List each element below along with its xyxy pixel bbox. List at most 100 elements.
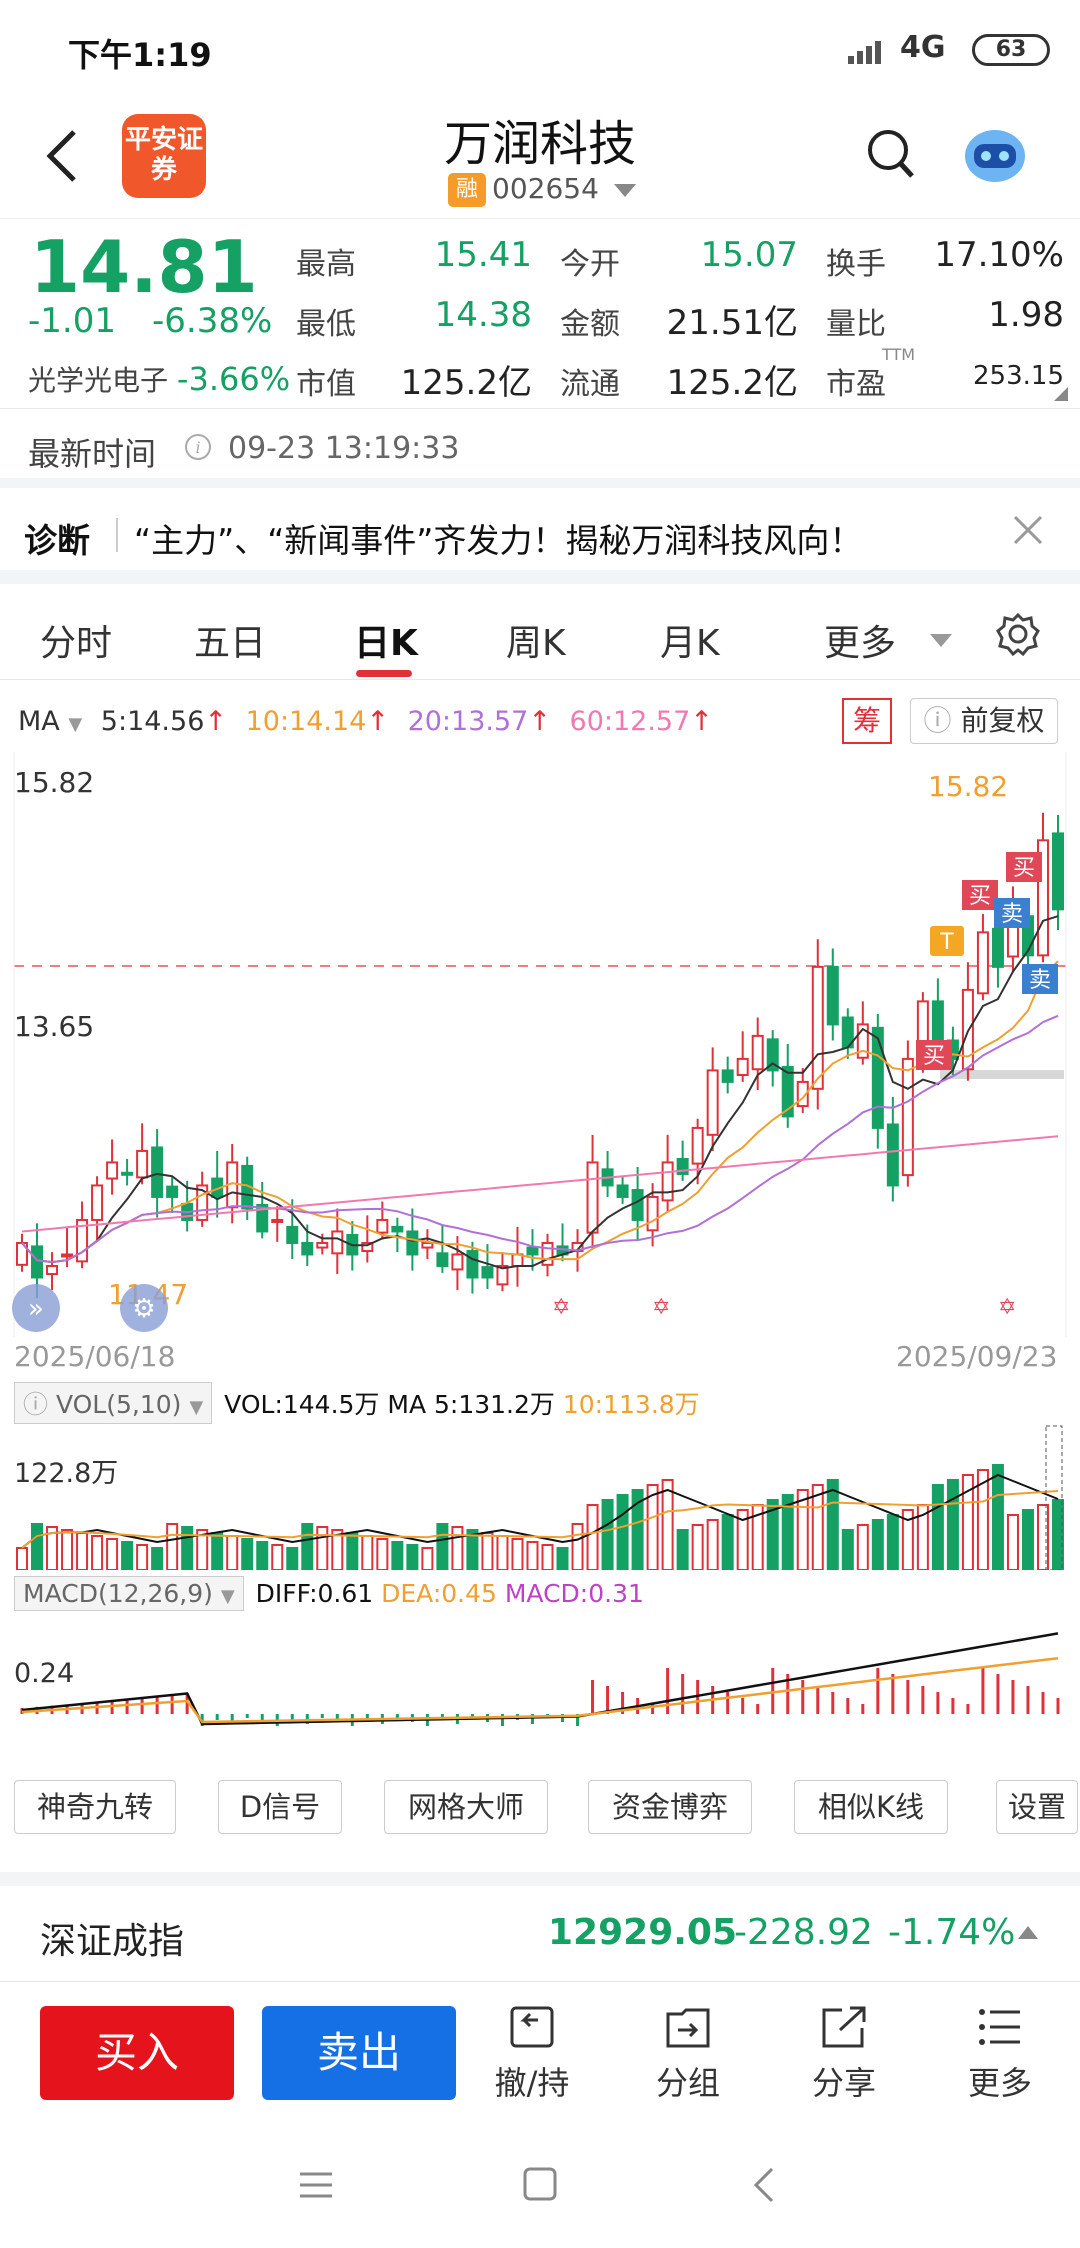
- volume-bar: [1021, 1509, 1034, 1570]
- ma-label: MA: [18, 706, 60, 737]
- candlestick-chart[interactable]: 15.82 13.65 15.82 11.47 买 买 卖 买 卖 T ✡ ✡ …: [0, 752, 1080, 1362]
- volume-bar: [361, 1535, 374, 1570]
- volume-bar: [76, 1532, 89, 1570]
- signal-tags: 买 买 卖 买 卖 T: [916, 852, 1058, 1070]
- back-nav-icon[interactable]: [752, 2166, 776, 2204]
- tool-similar-k[interactable]: 相似K线: [794, 1780, 948, 1834]
- arrow-up-icon: ↑: [204, 706, 227, 737]
- share-button[interactable]: 分享: [794, 2004, 894, 2104]
- close-icon[interactable]: [1012, 514, 1044, 546]
- candle: [61, 1253, 74, 1258]
- tool-fund-game[interactable]: 资金博弈: [588, 1780, 752, 1834]
- status-time: 下午1:19: [68, 36, 212, 74]
- chip-distribution-button[interactable]: 筹: [842, 698, 892, 744]
- volume-bar: [811, 1484, 824, 1570]
- candle: [271, 1218, 284, 1223]
- tool-settings[interactable]: 设置: [996, 1780, 1078, 1834]
- volume-bar: [496, 1535, 509, 1570]
- stock-code-row[interactable]: 融 002654: [448, 172, 636, 207]
- candle: [796, 1080, 809, 1108]
- vol-value: VOL:144.5万: [224, 1390, 380, 1419]
- cancel-hold-button[interactable]: 撤/持: [482, 2004, 582, 2104]
- volume-bar: [391, 1541, 404, 1570]
- period-tabs: 分时 五日 日K 周K 月K 更多: [0, 598, 1080, 680]
- volume-bar: [676, 1529, 689, 1570]
- quote-value-turnover: 17.10%: [934, 235, 1064, 275]
- tool-grid-master[interactable]: 网格大师: [384, 1780, 548, 1834]
- volume-bar: [31, 1523, 44, 1570]
- volume-bar: [991, 1464, 1004, 1570]
- quote-label-low: 最低: [296, 307, 356, 342]
- tab-weekly-k[interactable]: 周K: [506, 623, 566, 664]
- volume-chart[interactable]: 122.8万: [0, 1420, 1080, 1570]
- tab-five-day[interactable]: 五日: [194, 623, 267, 664]
- latest-time-bar: 最新时间 i 09-23 13:19:33: [0, 408, 1080, 488]
- tab-intraday[interactable]: 分时: [40, 623, 113, 664]
- tab-more[interactable]: 更多: [824, 623, 897, 664]
- high-marker: 15.82: [928, 770, 1008, 803]
- search-icon[interactable]: [866, 128, 916, 182]
- end-date: 2025/09/23: [896, 1340, 1058, 1373]
- volume-bar: [331, 1529, 344, 1570]
- buy-button[interactable]: 买入: [40, 2006, 234, 2100]
- macd-indicator-selector: MACD(12,26,9) ▼: [14, 1576, 244, 1611]
- adjust-mode-button[interactable]: ⓘ 前复权: [910, 698, 1058, 744]
- volume-bar: [166, 1523, 179, 1570]
- recent-apps-icon[interactable]: [298, 2170, 334, 2200]
- candle: [736, 1057, 749, 1077]
- sector-row[interactable]: 光学光电子 -3.66%: [28, 359, 290, 399]
- macd-chart[interactable]: 0.24: [0, 1610, 1080, 1760]
- macd-legend[interactable]: MACD(12,26,9) ▼ DIFF:0.61 DEA:0.45 MACD:…: [14, 1576, 644, 1611]
- volume-bar: [526, 1541, 539, 1570]
- volume-bar: [211, 1532, 224, 1570]
- tab-daily-k[interactable]: 日K: [354, 623, 418, 664]
- candle: [136, 1149, 149, 1179]
- candle: [886, 1123, 899, 1187]
- tab-monthly-k[interactable]: 月K: [660, 623, 720, 664]
- volume-bar: [856, 1524, 869, 1570]
- index-ticker[interactable]: 深证成指 12929.05 -228.92 -1.74%: [0, 1872, 1080, 1982]
- candle: [91, 1184, 104, 1221]
- gear-float-icon[interactable]: [120, 1284, 168, 1332]
- volume-bar: [841, 1529, 854, 1570]
- ma-legend[interactable]: MA ▼ 5:14.56↑ 10:14.14↑ 20:13.57↑ 60:12.…: [18, 706, 713, 737]
- candle: [1036, 839, 1049, 957]
- expand-corner-icon[interactable]: [1054, 387, 1068, 401]
- more-button[interactable]: 更多: [950, 2004, 1050, 2104]
- volume-bar: [556, 1547, 569, 1570]
- volume-legend[interactable]: ⓘ VOL(5,10) ▼ VOL:144.5万 MA 5:131.2万 10:…: [14, 1382, 700, 1424]
- volume-bar: [181, 1526, 194, 1570]
- tool-magic-nine[interactable]: 神奇九转: [14, 1780, 176, 1834]
- info-icon[interactable]: i: [184, 433, 212, 461]
- tool-d-signal[interactable]: D信号: [218, 1780, 342, 1834]
- diagnosis-label: 诊断: [24, 521, 90, 560]
- sector-pct: -3.66%: [176, 360, 291, 398]
- quote-value-low: 14.38: [434, 295, 532, 335]
- group-button[interactable]: 分组: [638, 2004, 738, 2104]
- vol-ma5: MA 5:131.2万: [387, 1390, 555, 1419]
- diagnosis-banner[interactable]: 诊断 “主力”、“新闻事件”齐发力！揭秘万润科技风向！: [0, 488, 1080, 584]
- candle: [676, 1157, 689, 1175]
- volume-bar: [571, 1523, 584, 1570]
- volume-bar: [631, 1489, 644, 1570]
- volume-bar: [766, 1499, 779, 1570]
- volume-bar: [196, 1529, 209, 1570]
- candle: [361, 1241, 374, 1253]
- volume-bar: [871, 1519, 884, 1570]
- back-icon[interactable]: [44, 128, 80, 184]
- candle: [781, 1065, 794, 1118]
- sell-button[interactable]: 卖出: [262, 2006, 456, 2100]
- robot-assistant-icon[interactable]: [960, 120, 1030, 190]
- expand-sidebar-icon[interactable]: [12, 1284, 60, 1332]
- volume-bar: [91, 1535, 104, 1570]
- t-signal: T: [939, 930, 954, 955]
- home-icon[interactable]: [522, 2166, 558, 2202]
- volume-bar: [256, 1541, 269, 1570]
- gear-icon[interactable]: [996, 612, 1040, 656]
- caret-up-icon[interactable]: [1018, 1926, 1038, 1940]
- candle: [31, 1245, 44, 1279]
- volume-bar: [106, 1538, 119, 1570]
- menu-icon: [979, 2009, 1020, 2045]
- candle: [106, 1161, 119, 1180]
- candle: [196, 1184, 209, 1221]
